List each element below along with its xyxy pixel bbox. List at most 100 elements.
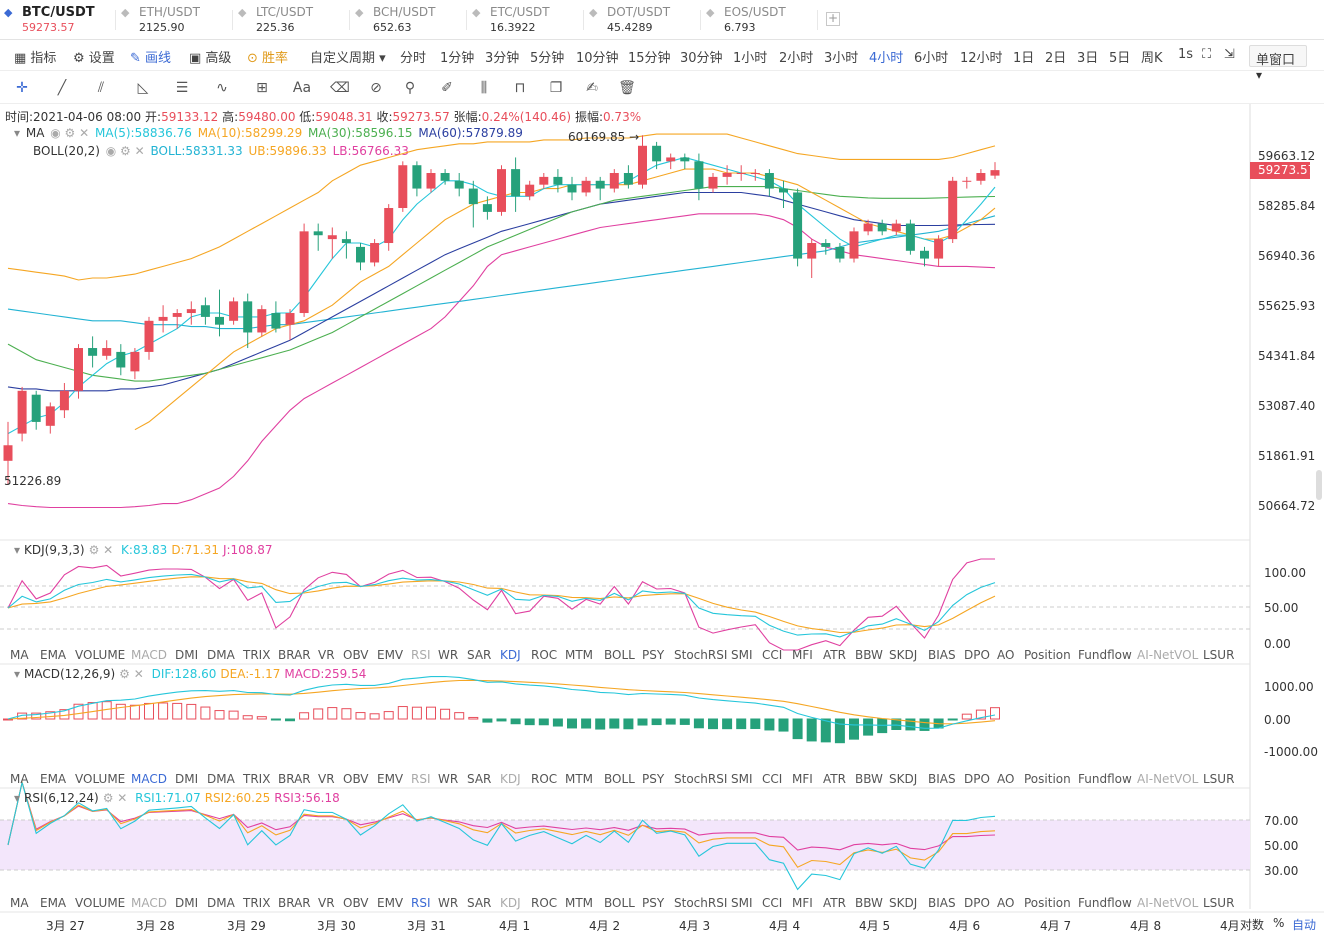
indicator-bbw[interactable]: BBW	[855, 896, 883, 910]
indicator-dma[interactable]: DMA	[207, 896, 235, 910]
bars-icon[interactable]: ⫼	[480, 80, 488, 96]
crosshair-icon[interactable]: ✛	[16, 80, 28, 96]
trendline-icon[interactable]: ╱	[57, 80, 67, 96]
indicator-sar[interactable]: SAR	[467, 772, 492, 786]
period-17[interactable]: 周K	[1141, 51, 1163, 66]
indicator-psy[interactable]: PSY	[642, 648, 665, 662]
period-15[interactable]: 3日	[1077, 51, 1099, 66]
indicator-brar[interactable]: BRAR	[278, 896, 311, 910]
indicator-ma[interactable]: MA	[10, 648, 29, 662]
indicator-volume[interactable]: VOLUME	[75, 648, 126, 662]
period-11[interactable]: 6小时	[914, 51, 949, 66]
indicator-stochrsi[interactable]: StochRSI	[674, 648, 728, 662]
indicator-atr[interactable]: ATR	[823, 648, 846, 662]
indicator-dmi[interactable]: DMI	[175, 648, 199, 662]
log-toggle[interactable]: 对数	[1240, 918, 1265, 932]
period-4[interactable]: 10分钟	[576, 51, 619, 66]
settings-button[interactable]: ⚙ 设置	[73, 51, 115, 66]
indicator-volume[interactable]: VOLUME	[75, 772, 126, 786]
indicator-smi[interactable]: SMI	[731, 648, 753, 662]
indicator-dpo[interactable]: DPO	[964, 896, 990, 910]
indicator-trix[interactable]: TRIX	[243, 896, 271, 910]
indicator-sar[interactable]: SAR	[467, 896, 492, 910]
indicator-atr[interactable]: ATR	[823, 772, 846, 786]
indicator-ema[interactable]: EMA	[40, 648, 67, 662]
period-1[interactable]: 1分钟	[440, 51, 475, 66]
indicator-skdj[interactable]: SKDJ	[889, 648, 918, 662]
indicator-roc[interactable]: ROC	[531, 896, 558, 910]
indicator-macd[interactable]: MACD	[131, 772, 167, 786]
indicator-lsur[interactable]: LSUR	[1203, 648, 1235, 662]
winrate-button[interactable]: ⊙ 胜率	[247, 51, 289, 66]
indicator-obv[interactable]: OBV	[343, 648, 369, 662]
period-10[interactable]: 4小时	[869, 51, 904, 66]
indicator-position[interactable]: Position	[1024, 648, 1071, 662]
draw-button[interactable]: ✎ 画线	[130, 51, 172, 66]
indicator-macd[interactable]: MACD	[131, 896, 167, 910]
indicator-kdj[interactable]: KDJ	[500, 896, 521, 910]
indicator-mfi[interactable]: MFI	[792, 896, 813, 910]
indicator-emv[interactable]: EMV	[377, 772, 404, 786]
period-3[interactable]: 5分钟	[530, 51, 565, 66]
indicator-obv[interactable]: OBV	[343, 896, 369, 910]
trash-icon[interactable]: 🗑	[618, 80, 636, 96]
indicator-psy[interactable]: PSY	[642, 896, 665, 910]
period-14[interactable]: 2日	[1045, 51, 1067, 66]
indicator-ao[interactable]: AO	[997, 648, 1015, 662]
indicator-cci[interactable]: CCI	[762, 772, 783, 786]
tab-btc-usdt[interactable]: ◆ BTC/USDT 59273.57	[0, 0, 116, 40]
indicator-roc[interactable]: ROC	[531, 648, 558, 662]
indicator-sar[interactable]: SAR	[467, 648, 492, 662]
indicator-ema[interactable]: EMA	[40, 896, 67, 910]
angle-icon[interactable]: ◺	[137, 80, 149, 96]
indicator-mfi[interactable]: MFI	[792, 648, 813, 662]
tab-ltc-usdt[interactable]: ◆ LTC/USDT 225.36	[234, 0, 350, 40]
indicator-trix[interactable]: TRIX	[243, 772, 271, 786]
indicator-fundflow[interactable]: Fundflow	[1078, 896, 1132, 910]
indicator-smi[interactable]: SMI	[731, 896, 753, 910]
indicator-fundflow[interactable]: Fundflow	[1078, 772, 1132, 786]
edit-icon[interactable]: ✍	[586, 80, 598, 96]
period-8[interactable]: 2小时	[779, 51, 814, 66]
indicator-volume[interactable]: VOLUME	[75, 896, 126, 910]
indicator-mtm[interactable]: MTM	[565, 648, 594, 662]
indicator-trix[interactable]: TRIX	[243, 648, 271, 662]
fullscreen-icon[interactable]: ⛶	[1202, 47, 1212, 62]
scrollbar[interactable]	[1316, 470, 1322, 500]
indicator-emv[interactable]: EMV	[377, 896, 404, 910]
indicator-rsi[interactable]: RSI	[411, 896, 431, 910]
period-9[interactable]: 3小时	[824, 51, 859, 66]
indicator-cci[interactable]: CCI	[762, 648, 783, 662]
tab-dot-usdt[interactable]: ◆ DOT/USDT 45.4289	[585, 0, 701, 40]
indicator-emv[interactable]: EMV	[377, 648, 404, 662]
lock-icon[interactable]: ⊓	[514, 80, 526, 96]
indicator-stochrsi[interactable]: StochRSI	[674, 772, 728, 786]
indicator-wr[interactable]: WR	[438, 772, 459, 786]
period-12[interactable]: 12小时	[960, 51, 1003, 66]
indicator-wr[interactable]: WR	[438, 648, 459, 662]
indicator-boll[interactable]: BOLL	[604, 772, 635, 786]
indicator-ma[interactable]: MA	[10, 896, 29, 910]
indicator-dma[interactable]: DMA	[207, 648, 235, 662]
indicator-boll[interactable]: BOLL	[604, 896, 635, 910]
indicator-mtm[interactable]: MTM	[565, 896, 594, 910]
horizontal-lines-icon[interactable]: ☰	[175, 80, 189, 96]
indicator-dmi[interactable]: DMI	[175, 896, 199, 910]
period-0[interactable]: 分时	[400, 51, 427, 66]
advanced-button[interactable]: ▣ 高级	[189, 51, 232, 66]
indicator-psy[interactable]: PSY	[642, 772, 665, 786]
indicator-brar[interactable]: BRAR	[278, 648, 311, 662]
chart-canvas[interactable]	[0, 104, 1324, 933]
indicator-macd[interactable]: MACD	[131, 648, 167, 662]
indicator-ma[interactable]: MA	[10, 772, 29, 786]
window-select[interactable]: 单窗口 ▾	[1249, 45, 1307, 82]
seconds-button[interactable]: 1s	[1178, 47, 1194, 62]
indicator-rsi[interactable]: RSI	[411, 648, 431, 662]
period-16[interactable]: 5日	[1109, 51, 1131, 66]
indicator-mfi[interactable]: MFI	[792, 772, 813, 786]
indicator-ai-netvol[interactable]: AI-NetVOL	[1137, 772, 1199, 786]
eraser-icon[interactable]: ⌫	[330, 80, 350, 96]
parallel-line-icon[interactable]: ⫽	[97, 80, 105, 96]
indicator-lsur[interactable]: LSUR	[1203, 772, 1235, 786]
indicator-ai-netvol[interactable]: AI-NetVOL	[1137, 648, 1199, 662]
